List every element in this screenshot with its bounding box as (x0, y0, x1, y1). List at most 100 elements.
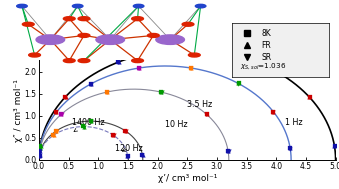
Point (123, 129, 128, 132)
Point (59, 113, 64, 116)
Circle shape (147, 33, 159, 37)
Y-axis label: χ″ / cm³ mol⁻¹: χ″ / cm³ mol⁻¹ (14, 79, 23, 142)
Point (204, 113, 209, 116)
Text: $\chi_{S,sol}$=1.036: $\chi_{S,sol}$=1.036 (240, 61, 286, 71)
Point (136, 67, 142, 70)
X-axis label: χ’/ cm³ mol⁻¹: χ’/ cm³ mol⁻¹ (158, 174, 217, 183)
Point (88, 120, 94, 123)
Point (270, 110, 276, 113)
Point (81, 125, 86, 128)
Point (37, 150, 42, 153)
Point (123, 129, 128, 132)
Circle shape (29, 53, 40, 57)
Point (110, 134, 116, 137)
Point (185, 48, 190, 51)
Point (54, 129, 60, 132)
Circle shape (182, 22, 194, 26)
Circle shape (195, 4, 206, 8)
Point (37, 150, 43, 153)
Text: 10 Hz: 10 Hz (165, 120, 187, 129)
Circle shape (132, 59, 143, 63)
Circle shape (188, 53, 200, 57)
Point (37, 145, 43, 148)
Circle shape (22, 22, 34, 26)
Circle shape (63, 17, 75, 21)
Point (104, 90, 109, 93)
Circle shape (78, 17, 90, 21)
Point (188, 67, 193, 70)
Point (63, 96, 68, 99)
Point (88, 120, 94, 123)
Point (81, 125, 86, 128)
Point (37, 154, 42, 157)
Point (88, 82, 94, 85)
Point (54, 129, 59, 132)
Point (63, 96, 68, 99)
Text: 3.5 Hz: 3.5 Hz (187, 100, 213, 109)
Point (37, 145, 42, 148)
Circle shape (73, 4, 83, 8)
Point (287, 147, 293, 150)
Point (63, 96, 68, 99)
Point (104, 91, 109, 94)
Point (139, 153, 145, 156)
Circle shape (133, 4, 144, 8)
Text: SR: SR (261, 53, 271, 62)
Point (38, 145, 43, 148)
Point (288, 147, 293, 150)
Text: 8K: 8K (261, 29, 271, 38)
Point (236, 82, 241, 85)
Point (54, 110, 59, 113)
Circle shape (96, 35, 124, 44)
Circle shape (78, 33, 90, 37)
Point (236, 82, 241, 85)
Circle shape (63, 59, 75, 63)
Point (37, 150, 42, 153)
Point (122, 129, 128, 132)
Point (225, 150, 231, 153)
Point (332, 145, 337, 148)
Point (59, 113, 64, 116)
Point (88, 119, 94, 122)
Point (37, 147, 42, 150)
Point (136, 67, 141, 70)
Point (204, 112, 210, 115)
Point (235, 82, 241, 85)
Point (81, 125, 86, 128)
Circle shape (17, 4, 27, 8)
Point (254, 61, 259, 64)
Point (124, 154, 130, 157)
Point (331, 145, 337, 148)
Point (37, 153, 42, 156)
Point (185, 48, 190, 51)
Circle shape (156, 35, 184, 44)
Point (139, 154, 144, 157)
Point (306, 96, 312, 99)
Point (51, 133, 56, 136)
Point (140, 154, 145, 157)
Point (159, 90, 164, 93)
Circle shape (36, 35, 65, 44)
Point (37, 154, 42, 157)
Text: 1400 Hz: 1400 Hz (72, 118, 104, 132)
Point (37, 147, 42, 150)
Circle shape (78, 59, 90, 63)
Point (51, 133, 56, 136)
Point (37, 153, 42, 156)
Point (226, 150, 231, 153)
Point (271, 111, 276, 114)
Point (37, 147, 42, 150)
Point (204, 113, 210, 116)
Point (332, 145, 337, 148)
Point (288, 147, 293, 150)
Point (36, 154, 42, 157)
Point (88, 82, 94, 85)
Point (116, 60, 121, 64)
Point (185, 48, 191, 51)
Point (54, 129, 59, 132)
Point (125, 154, 130, 157)
Point (58, 113, 64, 116)
Point (104, 91, 110, 94)
Point (54, 110, 59, 113)
Point (137, 66, 142, 69)
